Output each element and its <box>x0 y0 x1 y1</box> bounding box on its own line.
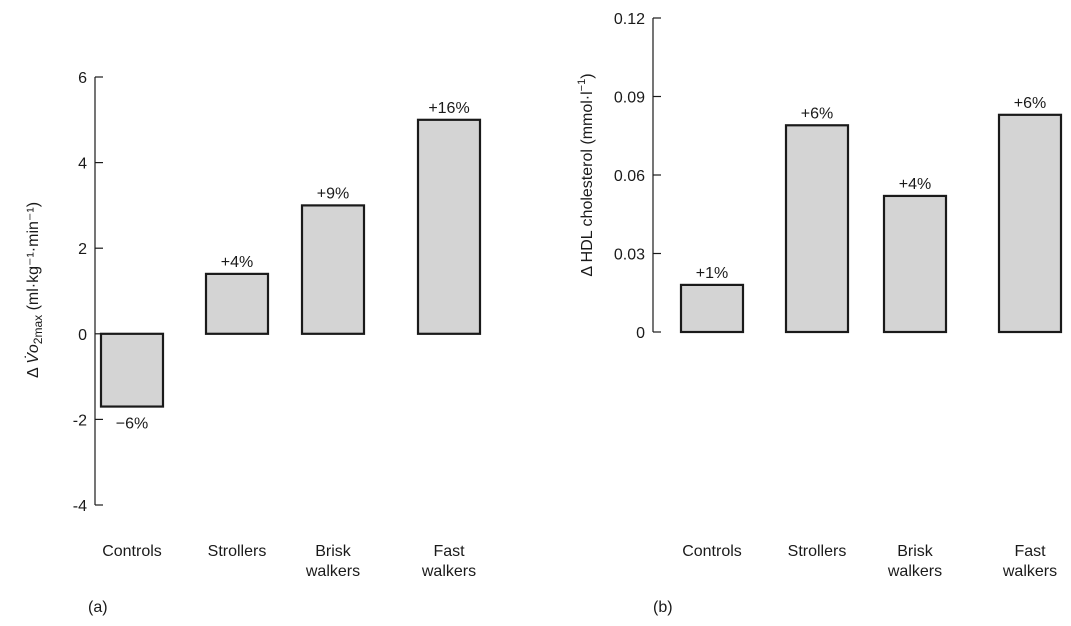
y-tick-label: 2 <box>78 241 87 258</box>
bar <box>679 283 745 334</box>
y-tick-label: -2 <box>73 412 87 429</box>
y-tick-label: 0.09 <box>614 90 645 107</box>
y-tick-label: 0.06 <box>614 168 645 185</box>
bar <box>882 194 948 334</box>
y-tick-label: 0 <box>78 327 87 344</box>
x-category-label: Strollers <box>788 543 847 560</box>
x-category-label: Controls <box>682 543 742 560</box>
x-category-label: Fast walkers <box>421 543 476 580</box>
x-category-label: Brisk walkers <box>887 543 942 580</box>
bar-data-label: +1% <box>696 265 728 282</box>
bar <box>784 124 850 334</box>
bar-data-label: +6% <box>801 105 833 122</box>
x-category-label: Brisk walkers <box>305 543 360 580</box>
y-tick-label: 0.03 <box>614 247 645 264</box>
bar-data-label: −6% <box>116 416 148 433</box>
panel-label: (b) <box>653 599 673 616</box>
bar-data-label: +6% <box>1014 95 1046 112</box>
bar-data-label: +16% <box>428 100 469 117</box>
bar-data-label: +9% <box>317 185 349 202</box>
panel-b-chart: 0 0.03 0.06 0.09 0.12 +1% Controls +6% Strollers… <box>576 11 1063 616</box>
x-category-label: Controls <box>102 543 162 560</box>
panel-label: (a) <box>88 599 108 616</box>
panel-a-chart: -4 -2 0 2 4 6 −6% Controls +4% Strollers +9% Brisk w… <box>24 70 482 616</box>
y-tick-label: 0.12 <box>614 11 645 28</box>
y-tick-label: 0 <box>636 325 645 342</box>
bar-data-label: +4% <box>221 254 253 271</box>
x-category-label: Strollers <box>208 543 267 560</box>
y-tick-label: -4 <box>73 498 87 515</box>
bar <box>204 272 270 335</box>
bar <box>997 113 1063 334</box>
bar <box>99 332 165 408</box>
bar-data-label: +4% <box>899 176 931 193</box>
y-tick-label: 6 <box>78 70 87 87</box>
y-axis-label: Δ V̇o2max (ml·kg⁻¹·min⁻¹) <box>24 202 45 378</box>
y-tick-label: 4 <box>78 156 87 173</box>
bar <box>416 118 482 335</box>
bar <box>300 204 366 335</box>
y-axis-label: Δ HDL cholesterol (mmol·l−1) <box>576 73 596 276</box>
x-category-label: Fast walkers <box>1002 543 1057 580</box>
